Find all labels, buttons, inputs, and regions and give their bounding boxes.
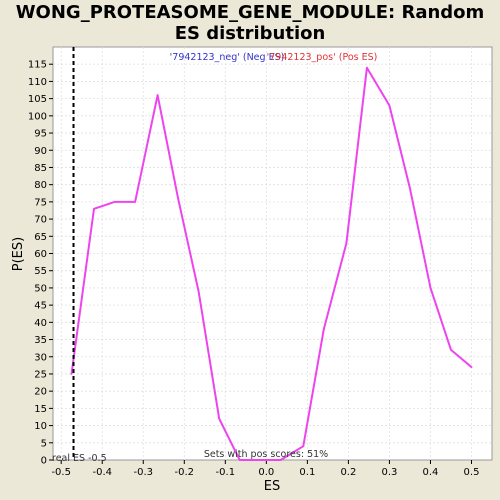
y-tick-label: 90	[34, 146, 47, 157]
x-tick-label: -0.4	[92, 467, 112, 478]
y-tick-label: 35	[34, 335, 47, 346]
y-tick-label: 40	[34, 318, 47, 329]
y-tick-label: 70	[34, 215, 47, 226]
y-tick-label: 115	[28, 60, 47, 71]
x-tick-label: 0.4	[423, 467, 439, 478]
chart-title-line2: ES distribution	[174, 23, 326, 44]
data-point	[113, 200, 116, 203]
y-tick-label: 45	[34, 301, 47, 312]
data-point	[70, 373, 73, 375]
y-tick-label: 50	[34, 283, 47, 294]
y-tick-label: 25	[34, 369, 47, 380]
data-point	[302, 445, 305, 448]
pos-scores-annotation: Sets with pos scores: 51%	[204, 449, 328, 460]
data-point	[429, 287, 432, 289]
legend-pos-label: '7942123_pos' (Pos ES)	[267, 52, 378, 63]
grid-layer	[53, 47, 492, 460]
y-tick-label: 95	[34, 129, 47, 140]
x-tick-label: 0.5	[464, 467, 480, 478]
y-tick-label: 105	[28, 94, 47, 105]
data-point	[365, 66, 368, 69]
data-point	[134, 200, 136, 203]
data-point	[345, 242, 348, 245]
chart-title: WONG_PROTEASOME_GENE_MODULE: Random ES d…	[0, 2, 500, 44]
series-line-1	[70, 66, 473, 461]
data-point	[93, 207, 95, 210]
data-point	[259, 459, 262, 461]
x-axis-title: ES	[264, 479, 280, 494]
x-tick-label: 0.2	[340, 467, 356, 478]
y-tick-label: 110	[28, 77, 47, 88]
legend-neg-label: '7942123_neg' (Neg ES)	[170, 52, 285, 63]
y-tick-label: 5	[41, 438, 47, 449]
data-point	[409, 187, 411, 190]
x-tick-label: 0.0	[258, 467, 274, 478]
y-tick-label: 0	[41, 456, 47, 467]
x-tick-label: -0.5	[51, 467, 71, 478]
overlay-layer: '7942123_neg' (Neg ES) '7942123_pos' (Po…	[52, 47, 377, 464]
y-axis-title: P(ES)	[11, 237, 26, 271]
data-point	[388, 104, 391, 107]
data-point	[450, 348, 452, 351]
data-point	[279, 459, 282, 461]
x-tick-label: -0.2	[175, 467, 195, 478]
y-tick-label: 100	[28, 111, 47, 122]
y-tick-label: 20	[34, 387, 47, 398]
x-tick-label: 0.1	[299, 467, 315, 478]
data-point	[197, 290, 200, 293]
y-tick-label: 15	[34, 404, 47, 415]
x-tick-label: -0.1	[216, 467, 236, 478]
y-tick-label: 80	[34, 180, 47, 191]
y-tick-label: 10	[34, 421, 47, 432]
x-tick-label: 0.3	[381, 467, 397, 478]
y-tick-label: 65	[34, 232, 47, 243]
y-tick-label: 30	[34, 352, 47, 363]
axes-layer: 0 5 10 15 20 25 30 35 40 45 50 55 60 65 70 75 80 85 90 95 10…	[28, 60, 480, 478]
real-es-label: real ES -0.5	[52, 453, 107, 464]
y-tick-label: 60	[34, 249, 47, 260]
y-tick-label: 55	[34, 266, 47, 277]
x-tick-label: -0.3	[134, 467, 154, 478]
series-layer	[70, 66, 473, 461]
data-point	[156, 94, 159, 97]
data-point	[322, 328, 325, 331]
data-point	[470, 366, 473, 368]
data-point	[177, 197, 180, 200]
chart-title-line1: WONG_PROTEASOME_GENE_MODULE: Random	[15, 2, 485, 23]
y-tick-label: 85	[34, 163, 47, 174]
data-point	[218, 417, 221, 420]
data-point	[238, 459, 241, 461]
y-tick-label: 75	[34, 197, 47, 208]
